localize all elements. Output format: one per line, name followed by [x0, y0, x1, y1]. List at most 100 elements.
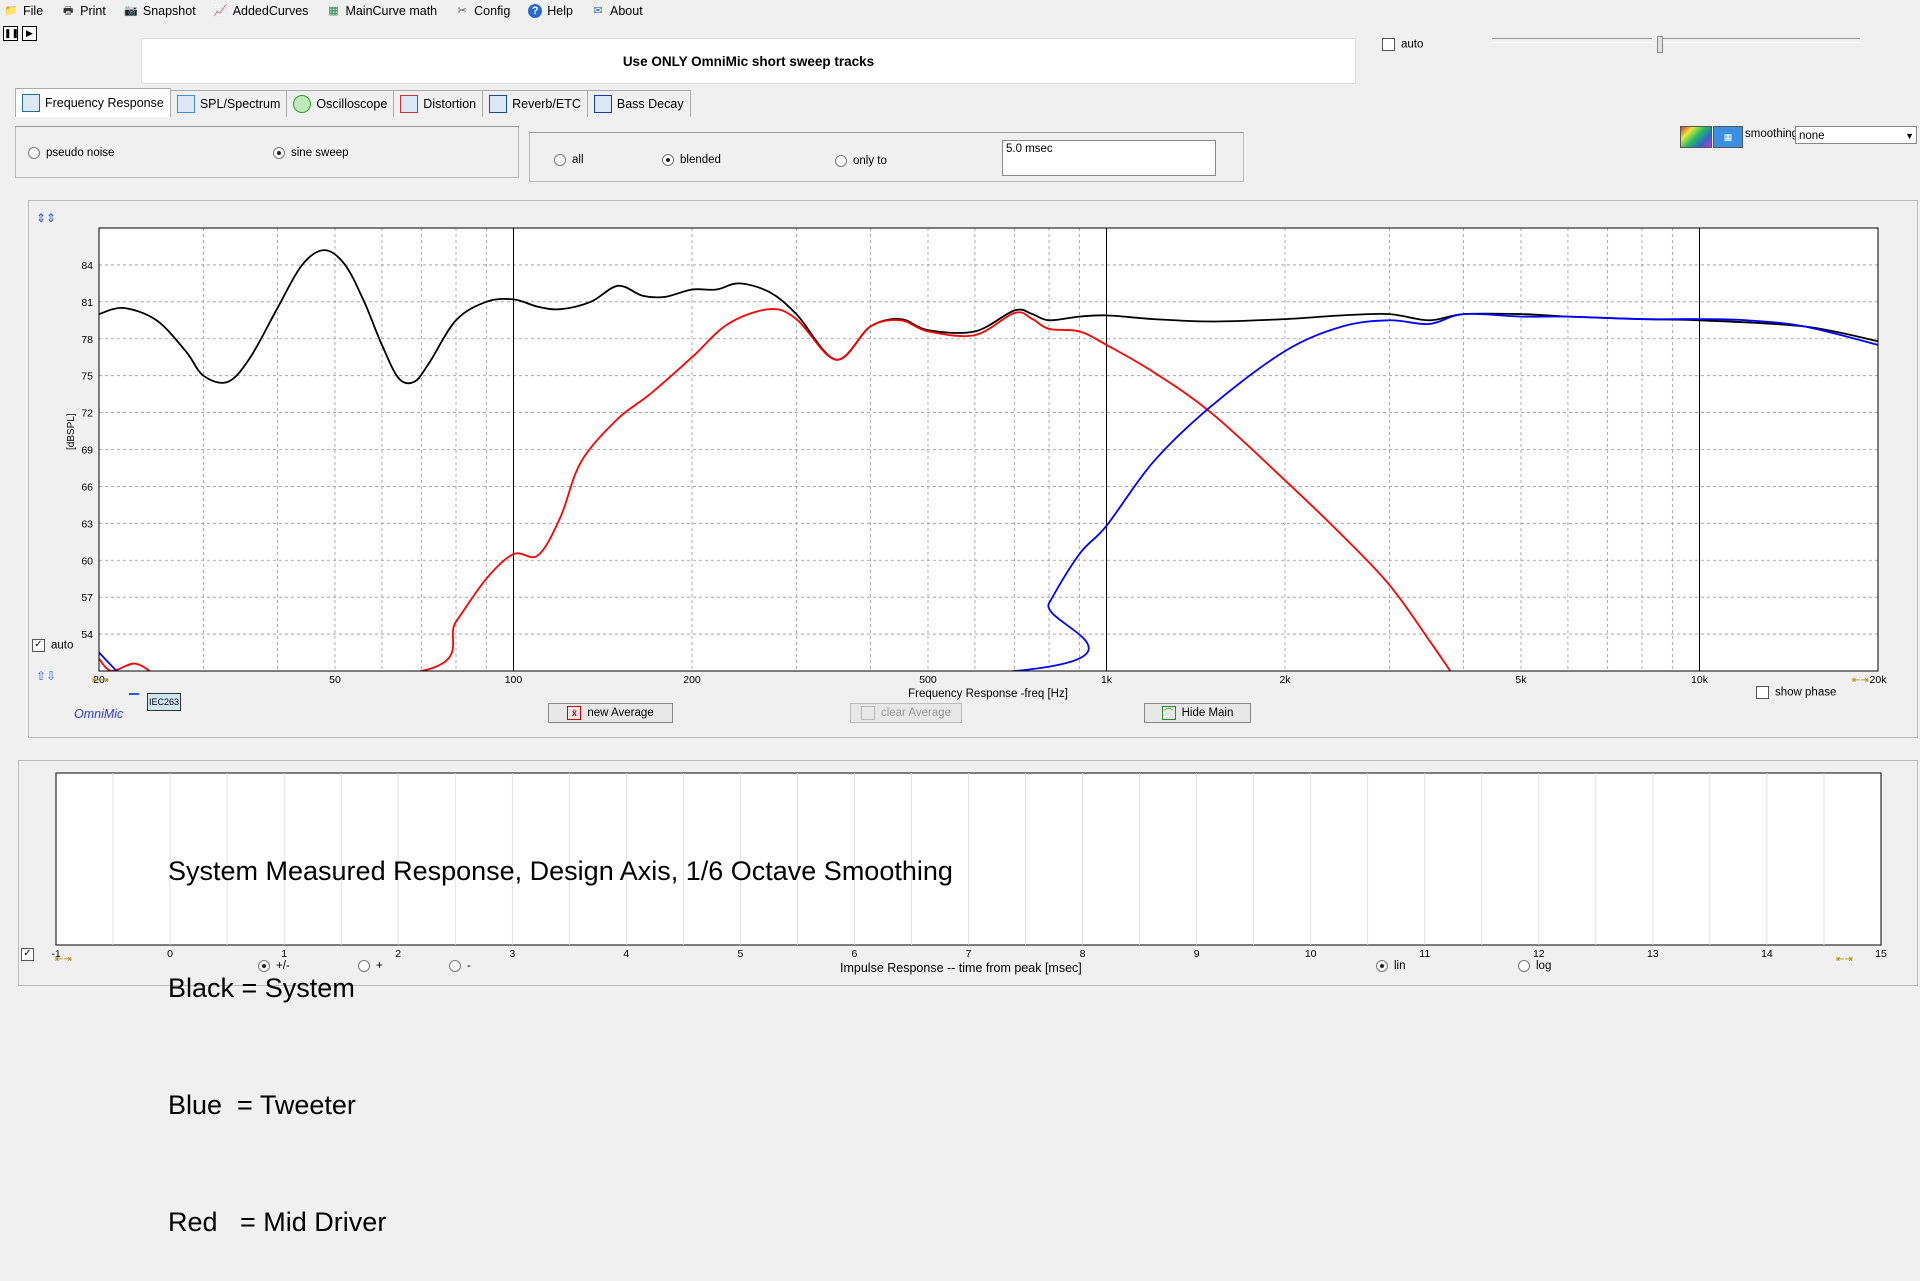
smoothing-label: smoothing — [1745, 128, 1799, 140]
plus-minus-label: +/- — [276, 960, 290, 972]
new-average-button[interactable]: x̄ new Average — [548, 703, 673, 723]
hide-main-icon: ⌒ — [1161, 706, 1176, 720]
printer-icon: 🖶 — [62, 5, 74, 17]
radio-button[interactable] — [449, 960, 461, 972]
position-slider-track[interactable] — [1662, 38, 1860, 43]
polarity-minus-option[interactable]: - — [449, 960, 471, 972]
fr-y-tick-label: 78 — [81, 334, 93, 346]
signal-type-group: pseudo noise sine sweep — [15, 126, 519, 178]
impulse-auto-checkbox[interactable] — [21, 947, 40, 962]
radio-button[interactable] — [258, 960, 270, 972]
hide-main-button[interactable]: ⌒ Hide Main — [1144, 703, 1251, 723]
tweeter-curve — [99, 312, 1878, 671]
show-phase-checkbox[interactable]: show phase — [1756, 686, 1836, 699]
x-scroll-left-icon[interactable]: ⇤⇥ — [92, 675, 109, 686]
y-scroll-arrows-icon[interactable]: ⇧⇩ — [36, 669, 56, 683]
polarity-plus-option[interactable]: + — [358, 960, 383, 972]
fr-plot-frame — [98, 227, 1879, 672]
gate-only-to-label: only to — [853, 155, 887, 167]
lin-label: lin — [1394, 960, 1406, 972]
menu-item-about[interactable]: ✉ About — [591, 4, 642, 18]
gate-only-to-option[interactable]: only to — [835, 155, 887, 167]
fr-auto-label: auto — [51, 639, 74, 652]
smoothing-select[interactable]: none ▼ — [1795, 126, 1917, 144]
legend-tag[interactable]: IEC263 — [147, 693, 181, 711]
pseudo-noise-label: pseudo noise — [46, 147, 115, 159]
annotation-line: Red = Mid Driver — [168, 1207, 387, 1237]
gate-all-option[interactable]: all — [554, 154, 584, 166]
x-scroll-right-icon[interactable]: ⇤⇥ — [1852, 675, 1869, 686]
slider-thumb[interactable] — [1657, 36, 1663, 53]
hide-main-label: Hide Main — [1181, 707, 1234, 719]
scale-lin-option[interactable]: lin — [1376, 960, 1406, 972]
radio-button[interactable] — [662, 154, 674, 166]
gate-blended-label: blended — [680, 154, 721, 166]
fr-x-tick-label: 1k — [1101, 674, 1113, 686]
menu-label: MainCurve math — [345, 4, 438, 18]
checkbox-box[interactable] — [1756, 686, 1769, 699]
menu-item-maincurve-math[interactable]: ▦ MainCurve math — [326, 4, 437, 18]
gate-blended-option[interactable]: blended — [662, 154, 721, 166]
menu-label: Snapshot — [142, 4, 196, 18]
show-phase-label: show phase — [1775, 686, 1837, 699]
menu-item-config[interactable]: ✂ Config — [455, 4, 511, 18]
fr-y-tick-label: 72 — [81, 408, 93, 420]
radio-button[interactable] — [1376, 960, 1388, 972]
tab-bass-decay[interactable]: Bass Decay — [586, 90, 691, 117]
fr-y-ticks: 54 57 60 63 66 69 72 75 78 81 84 — [81, 260, 93, 641]
radio-button[interactable] — [358, 960, 370, 972]
pseudo-noise-option[interactable]: pseudo noise — [28, 147, 114, 159]
top-auto-checkbox[interactable]: auto — [1382, 38, 1423, 51]
annotation-line: System Measured Response, Design Axis, 1… — [168, 856, 953, 886]
tab-label: Bass Decay — [616, 97, 684, 111]
frequency-response-panel — [28, 200, 1918, 738]
menu-label: AddedCurves — [232, 4, 309, 18]
radio-button[interactable] — [1518, 960, 1530, 972]
tab-oscilloscope[interactable]: Oscilloscope — [286, 90, 395, 117]
fr-y-tick-label: 66 — [81, 481, 93, 493]
calculator-icon: ▦ — [328, 5, 339, 17]
instruction-banner: Use ONLY OmniMic short sweep tracks — [141, 38, 1356, 84]
tab-reverb-etc[interactable]: Reverb/ETC — [482, 90, 588, 117]
zoom-arrows-icon[interactable]: ⇕⇕ — [36, 211, 56, 225]
checkbox-box[interactable] — [21, 948, 34, 962]
radio-button[interactable] — [554, 154, 566, 166]
radio-button[interactable] — [835, 155, 847, 167]
fr-x-tick-label: 10k — [1691, 674, 1709, 686]
play-button[interactable]: ▶ — [22, 26, 37, 41]
clear-average-icon — [860, 706, 875, 720]
sine-sweep-label: sine sweep — [291, 147, 349, 159]
impulse-annotation: System Measured Response, Design Axis, 1… — [168, 774, 953, 1281]
checkbox-box[interactable] — [1382, 38, 1395, 51]
checkbox-box[interactable] — [32, 639, 45, 652]
fr-y-tick-label: 84 — [81, 260, 93, 272]
sine-sweep-option[interactable]: sine sweep — [273, 147, 349, 159]
menu-item-snapshot[interactable]: 📷 Snapshot — [124, 4, 196, 18]
menu-label: Help — [547, 4, 573, 18]
color-palette-icon[interactable] — [1680, 126, 1712, 148]
menu-item-file[interactable]: 📁 File — [4, 4, 43, 18]
tab-frequency-response[interactable]: Frequency Response — [15, 88, 171, 117]
scale-log-option[interactable]: log — [1518, 960, 1551, 972]
level-slider-track[interactable] — [1492, 38, 1652, 43]
polarity-plus-minus-option[interactable]: +/- — [258, 960, 290, 972]
waterfall-icon[interactable]: ▦ — [1713, 126, 1743, 148]
gate-window-field[interactable]: 5.0 msec — [1002, 140, 1216, 176]
pause-button[interactable]: ❚❚ — [3, 26, 19, 41]
menu-item-help[interactable]: ? Help — [528, 4, 573, 18]
fr-y-tick-label: 57 — [81, 592, 93, 604]
tab-label: SPL/Spectrum — [199, 97, 281, 111]
menu-item-addedcurves[interactable]: 📈 AddedCurves — [214, 4, 309, 18]
y-axis-label: [dBSPL] — [66, 413, 77, 450]
folder-icon: 📁 — [4, 5, 18, 17]
menu-item-print[interactable]: 🖶 Print — [61, 4, 106, 18]
clear-average-button[interactable]: clear Average — [850, 703, 962, 723]
radio-button[interactable] — [28, 147, 40, 159]
fr-auto-checkbox[interactable]: auto — [32, 639, 73, 652]
tab-spl-spectrum[interactable]: SPL/Spectrum — [169, 90, 288, 117]
tab-distortion[interactable]: Distortion — [393, 90, 484, 117]
tab-label: Distortion — [423, 97, 477, 111]
menu-label: File — [23, 4, 44, 18]
radio-button[interactable] — [273, 147, 285, 159]
tab-label: Reverb/ETC — [512, 97, 581, 111]
